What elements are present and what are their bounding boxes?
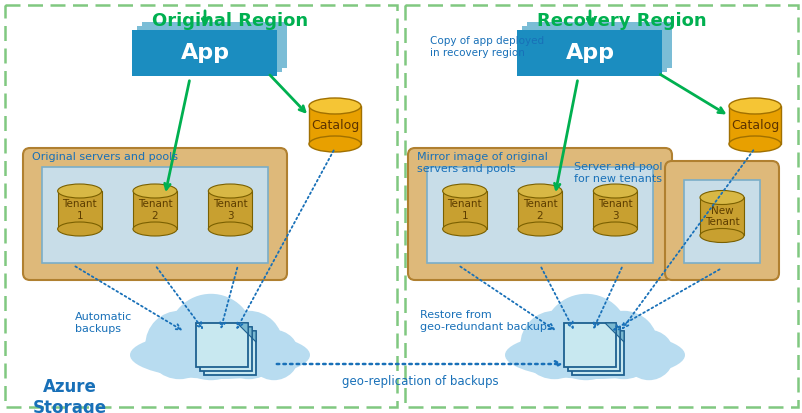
Bar xyxy=(517,191,561,229)
Text: App: App xyxy=(565,43,614,63)
Polygon shape xyxy=(612,331,623,342)
Ellipse shape xyxy=(504,331,684,379)
FancyBboxPatch shape xyxy=(427,167,652,263)
Ellipse shape xyxy=(517,184,561,198)
Text: Tenant
1: Tenant 1 xyxy=(447,199,481,221)
Ellipse shape xyxy=(208,222,252,236)
Bar xyxy=(699,197,743,235)
FancyBboxPatch shape xyxy=(137,26,282,72)
Ellipse shape xyxy=(309,98,361,114)
Ellipse shape xyxy=(442,222,486,236)
Text: Copy of app deployed
in recovery region: Copy of app deployed in recovery region xyxy=(429,36,544,57)
Polygon shape xyxy=(608,327,619,338)
Text: Tenant
3: Tenant 3 xyxy=(213,199,247,221)
Ellipse shape xyxy=(133,222,176,236)
Text: Catalog: Catalog xyxy=(310,119,358,131)
FancyBboxPatch shape xyxy=(664,161,778,280)
Text: Tenant
3: Tenant 3 xyxy=(597,199,632,221)
Text: Tenant
2: Tenant 2 xyxy=(522,199,557,221)
Text: Original Region: Original Region xyxy=(152,12,308,30)
FancyBboxPatch shape xyxy=(204,331,256,375)
Text: Server and pool
for new tenants: Server and pool for new tenants xyxy=(573,162,662,184)
FancyBboxPatch shape xyxy=(200,327,252,371)
Ellipse shape xyxy=(58,222,102,236)
Bar xyxy=(58,191,102,229)
FancyBboxPatch shape xyxy=(132,30,277,76)
FancyBboxPatch shape xyxy=(42,167,268,263)
FancyBboxPatch shape xyxy=(683,180,759,263)
Ellipse shape xyxy=(728,98,780,114)
FancyBboxPatch shape xyxy=(567,327,619,371)
FancyBboxPatch shape xyxy=(23,148,286,280)
Circle shape xyxy=(589,311,657,379)
Polygon shape xyxy=(237,323,248,334)
Circle shape xyxy=(214,311,282,379)
FancyBboxPatch shape xyxy=(527,22,671,68)
Bar xyxy=(442,191,486,229)
Text: geo-replication of backups: geo-replication of backups xyxy=(342,375,498,388)
FancyBboxPatch shape xyxy=(407,148,671,280)
Polygon shape xyxy=(241,327,252,338)
Ellipse shape xyxy=(593,184,637,198)
Ellipse shape xyxy=(517,222,561,236)
Bar xyxy=(133,191,176,229)
Polygon shape xyxy=(245,331,256,342)
Circle shape xyxy=(542,294,629,380)
Text: Tenant
1: Tenant 1 xyxy=(63,199,97,221)
FancyBboxPatch shape xyxy=(563,323,615,367)
Circle shape xyxy=(145,311,213,379)
Ellipse shape xyxy=(130,331,310,379)
Text: New
Tenant: New Tenant xyxy=(704,206,739,227)
Ellipse shape xyxy=(699,190,743,204)
FancyBboxPatch shape xyxy=(142,22,287,68)
Text: Automatic
backups: Automatic backups xyxy=(75,312,132,334)
Text: Azure
Storage: Azure Storage xyxy=(33,378,107,413)
Ellipse shape xyxy=(728,136,780,152)
Text: Mirror image of original
servers and pools: Mirror image of original servers and poo… xyxy=(416,152,547,173)
Ellipse shape xyxy=(133,184,176,198)
Text: Original servers and pools: Original servers and pools xyxy=(32,152,178,162)
Bar xyxy=(593,191,637,229)
Text: App: App xyxy=(180,43,229,63)
FancyBboxPatch shape xyxy=(516,30,662,76)
Circle shape xyxy=(520,311,588,379)
Circle shape xyxy=(249,330,299,380)
Bar xyxy=(309,106,361,144)
Ellipse shape xyxy=(442,184,486,198)
Text: Catalog: Catalog xyxy=(730,119,778,131)
Ellipse shape xyxy=(208,184,252,198)
Bar xyxy=(208,191,252,229)
FancyBboxPatch shape xyxy=(196,323,248,367)
Polygon shape xyxy=(604,323,615,334)
Circle shape xyxy=(168,294,254,380)
Bar xyxy=(728,106,780,144)
Ellipse shape xyxy=(699,228,743,242)
Text: Restore from
geo-redundant backups: Restore from geo-redundant backups xyxy=(419,310,552,332)
Text: Tenant
2: Tenant 2 xyxy=(137,199,172,221)
FancyBboxPatch shape xyxy=(571,331,623,375)
Text: Recovery Region: Recovery Region xyxy=(537,12,706,30)
Ellipse shape xyxy=(593,222,637,236)
Ellipse shape xyxy=(309,136,361,152)
Circle shape xyxy=(623,330,674,380)
Ellipse shape xyxy=(58,184,102,198)
FancyBboxPatch shape xyxy=(522,26,666,72)
